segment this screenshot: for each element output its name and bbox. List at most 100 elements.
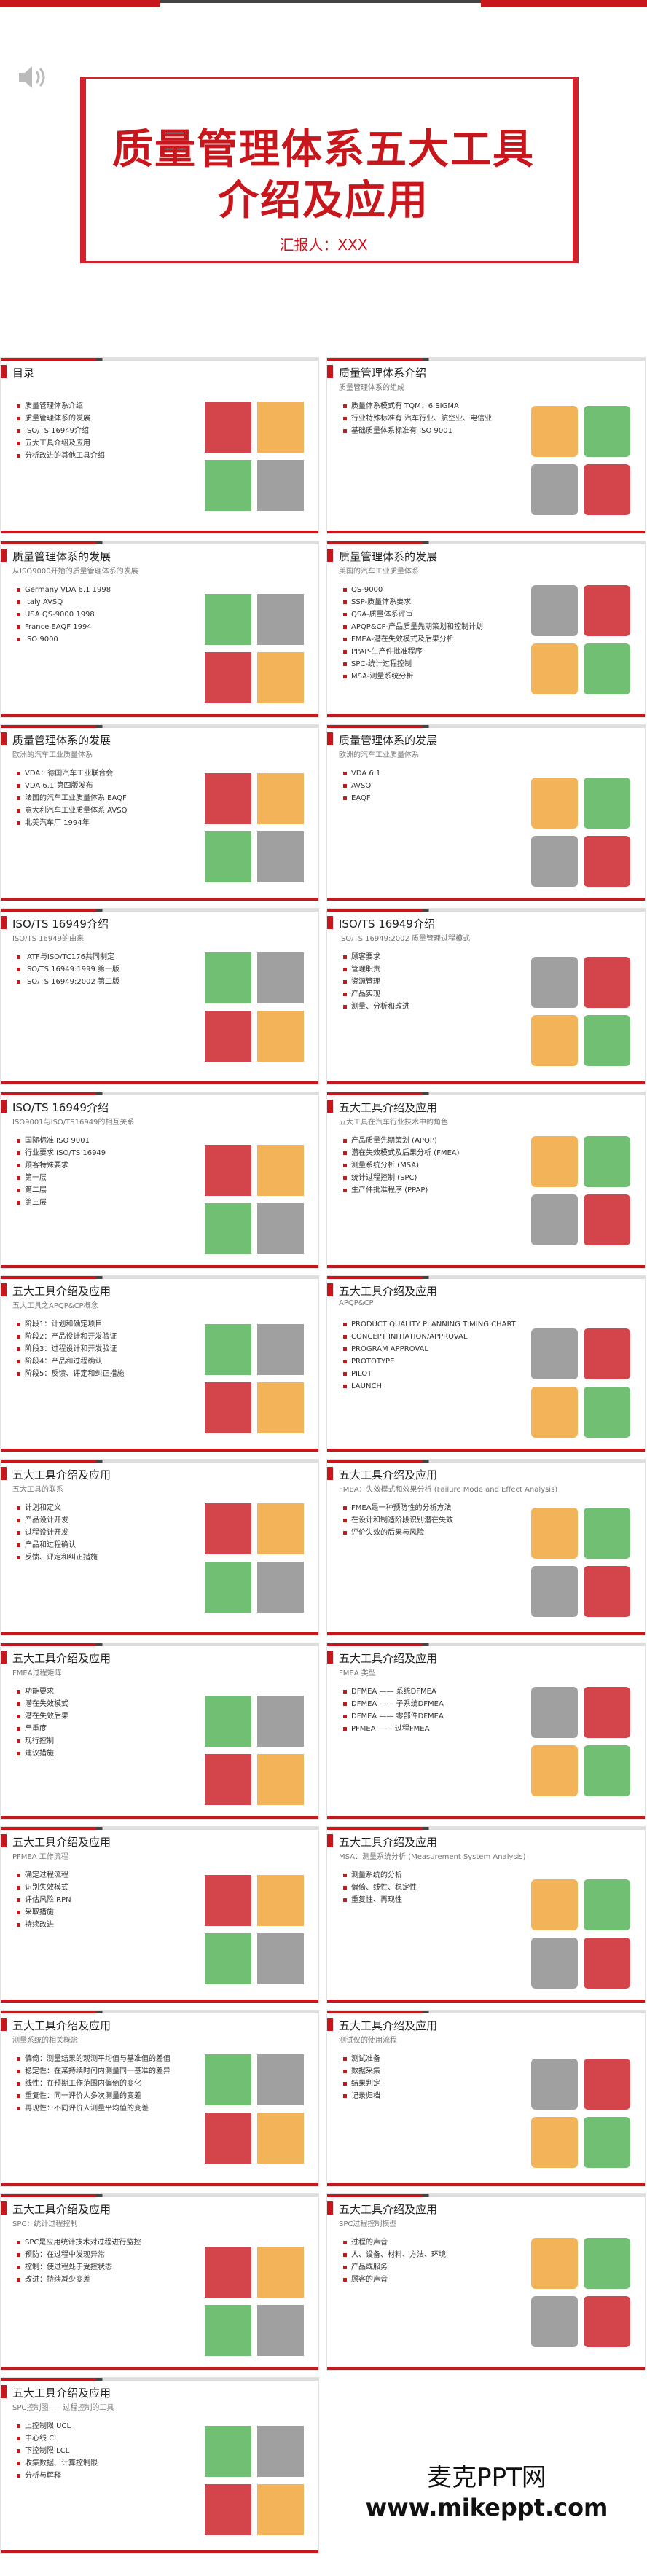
decor-block bbox=[531, 2296, 578, 2347]
decor-block bbox=[531, 643, 578, 694]
slide-marker bbox=[327, 549, 333, 562]
bullet-line: 质量管理体系的发展 bbox=[17, 412, 199, 425]
bullet-line: CONCEPT INITIATION/APPROVAL bbox=[343, 1331, 525, 1343]
stripe bbox=[327, 1643, 645, 1646]
bullet-line: 五大工具介绍及应用 bbox=[17, 437, 199, 450]
stripe bbox=[1, 1827, 318, 1830]
slide: 五大工具介绍及应用 测试仪的使用流程 测试准备 数据采集 结果判定 记录归档 bbox=[326, 2010, 646, 2187]
decor-block bbox=[257, 460, 304, 511]
bullet-line: PRODUCT QUALITY PLANNING TIMING CHART bbox=[343, 1318, 525, 1331]
slide-marker bbox=[1, 1283, 7, 1296]
bullet-line: 下控制限 LCL bbox=[17, 2445, 199, 2457]
cover-slide: 质量管理体系五大工具 介绍及应用 汇报人：XXX bbox=[0, 0, 647, 342]
bullet-line: 重复性：同一评价人多次测量的变差 bbox=[17, 2090, 199, 2102]
slide-title: 五大工具介绍及应用 bbox=[339, 2203, 438, 2216]
bullet-line: 偏倚：测量结果的观测平均值与基准值的差值 bbox=[17, 2053, 199, 2065]
slide: ISO/TS 16949介绍 ISO/TS 16949的由来 IATF与ISO/TC… bbox=[0, 908, 319, 1085]
slide-body: 顾客要求 管理职责 资源管理 产品实现 测量、分析和改进 bbox=[343, 951, 525, 1013]
stripe bbox=[327, 358, 645, 361]
decor-block bbox=[584, 2296, 630, 2347]
bullet-line: QS-9000 bbox=[343, 584, 525, 596]
slide-title: 质量管理体系的发展 bbox=[12, 734, 111, 747]
bullet-line: 生产件批准程序 (PPAP) bbox=[343, 1184, 525, 1197]
stripe bbox=[1, 909, 318, 912]
decor-block bbox=[531, 1194, 578, 1245]
illustration bbox=[531, 585, 633, 702]
slide-subtitle: 测量系统的相关概念 bbox=[12, 2037, 78, 2045]
slide: 五大工具介绍及应用 五大工具之APQP&CP概念 阶段1：计划和确定项目 阶段2：产品… bbox=[0, 1275, 319, 1452]
bullet-line: ISO 9000 bbox=[17, 633, 199, 646]
slide: 目录 质量管理体系介绍 质量管理体系的发展 ISO/TS 16949介绍 五大工具介绍及… bbox=[0, 357, 319, 534]
slide-title: 五大工具介绍及应用 bbox=[12, 1285, 111, 1298]
decor-block bbox=[531, 406, 578, 457]
slide-body: 确定过程流程 识别失效模式 评估风险 RPN 采取措施 持续改进 bbox=[17, 1869, 199, 1931]
slide-title: 五大工具介绍及应用 bbox=[339, 1652, 438, 1665]
decor-block bbox=[584, 1938, 630, 1989]
bullet-line: PFMEA —— 过程FMEA bbox=[343, 1723, 525, 1735]
slide: 五大工具介绍及应用 五大工具在汽车行业技术中的角色 产品质量先期策划 (APQP) 潜… bbox=[326, 1092, 646, 1269]
illustration bbox=[205, 2238, 307, 2356]
illustration bbox=[531, 1503, 633, 1620]
bullet-line: AVSQ bbox=[343, 780, 525, 792]
slide-subtitle: ISO9001与ISO/TS16949的相互关系 bbox=[12, 1119, 135, 1127]
decor-block bbox=[205, 952, 251, 1003]
slide: 质量管理体系的发展 欧洲的汽车工业质量体系 VDA：德国汽车工业联合会 VDA 6.1… bbox=[0, 724, 319, 901]
slide-title: ISO/TS 16949介绍 bbox=[12, 917, 109, 931]
slide-subtitle: APQP&CP bbox=[339, 1299, 374, 1307]
illustration bbox=[531, 769, 633, 887]
slide-footer bbox=[327, 2000, 645, 2003]
decor-block bbox=[531, 1015, 578, 1066]
slide-marker bbox=[1, 549, 7, 562]
slide-title: 五大工具介绍及应用 bbox=[339, 1468, 438, 1481]
illustration bbox=[531, 1687, 633, 1804]
slide-footer bbox=[327, 714, 645, 717]
bullet-line: 偏倚、线性、稳定性 bbox=[343, 1882, 525, 1894]
slide-footer bbox=[1, 1081, 318, 1084]
bullet-line: DFMEA —— 子系统DFMEA bbox=[343, 1698, 525, 1710]
decor-block bbox=[205, 2113, 251, 2164]
bullet-line: 质量体系模式有 TQM、6 SIGMA bbox=[343, 400, 525, 412]
decor-block bbox=[205, 831, 251, 882]
slide: 质量管理体系的发展 从ISO9000开始的质量管理体系的发展 Germany VDA… bbox=[0, 541, 319, 718]
bullet-line: 北美汽车厂 1994年 bbox=[17, 817, 199, 829]
decor-block bbox=[257, 1562, 304, 1613]
bullet-line: 在设计和制造阶段识别潜在失效 bbox=[343, 1514, 525, 1527]
slide-subtitle: ISO/TS 16949的由来 bbox=[12, 935, 84, 943]
slide-footer bbox=[327, 2367, 645, 2370]
slide-marker bbox=[1, 365, 7, 378]
bullet-line: 线性：在预期工作范围内偏倚的变化 bbox=[17, 2078, 199, 2090]
bullet-line: DFMEA —— 系统DFMEA bbox=[343, 1686, 525, 1698]
illustration bbox=[205, 1503, 307, 1620]
decor-block bbox=[205, 594, 251, 645]
bullet-line: VDA 6.1 第四版发布 bbox=[17, 780, 199, 792]
bullet-line: 阶段1：计划和确定项目 bbox=[17, 1318, 199, 1331]
slide-body: VDA 6.1 AVSQ EAQF bbox=[343, 767, 525, 804]
bullet-line: 第二层 bbox=[17, 1184, 199, 1197]
stripe bbox=[1, 725, 318, 728]
slide: 五大工具介绍及应用 SPC过程控制模型 过程的声音 人、设备、材料、方法、环境 产品或服… bbox=[326, 2193, 646, 2371]
decor-block bbox=[531, 2059, 578, 2110]
decor-block bbox=[584, 1687, 630, 1738]
bullet-line: 阶段4：产品和过程确认 bbox=[17, 1355, 199, 1368]
slide-footer bbox=[1, 2000, 318, 2003]
decor-block bbox=[205, 2426, 251, 2477]
slide-body: DFMEA —— 系统DFMEA DFMEA —— 子系统DFMEA DFMEA —… bbox=[343, 1686, 525, 1735]
slide-subtitle: 质量管理体系的组成 bbox=[339, 384, 404, 392]
slide-subtitle: 欧洲的汽车工业质量体系 bbox=[339, 751, 419, 759]
stripe bbox=[1, 541, 318, 544]
bullet-line: 潜在失效模式及后果分析 (FMEA) bbox=[343, 1147, 525, 1159]
slide-marker bbox=[1, 1100, 7, 1113]
decor-block bbox=[205, 1696, 251, 1747]
decor-block bbox=[257, 773, 304, 824]
slide: 五大工具介绍及应用 测量系统的相关概念 偏倚：测量结果的观测平均值与基准值的差值 稳定… bbox=[0, 2010, 319, 2187]
decor-block bbox=[257, 652, 304, 703]
decor-block bbox=[584, 2238, 630, 2289]
decor-block bbox=[257, 1696, 304, 1747]
bullet-line: 中心线 CL bbox=[17, 2432, 199, 2445]
slide: 五大工具介绍及应用 SPC：统计过程控制 SPC是应用统计技术对过程进行监控 预防：在… bbox=[0, 2193, 319, 2371]
bullet-line: 分析与解释 bbox=[17, 2470, 199, 2482]
bullet-line: SSP-质量体系要求 bbox=[343, 596, 525, 608]
slide-title: 五大工具介绍及应用 bbox=[339, 1101, 438, 1114]
slide-subtitle: 测试仪的使用流程 bbox=[339, 2037, 397, 2045]
bullet-line: ISO/TS 16949介绍 bbox=[17, 425, 199, 437]
